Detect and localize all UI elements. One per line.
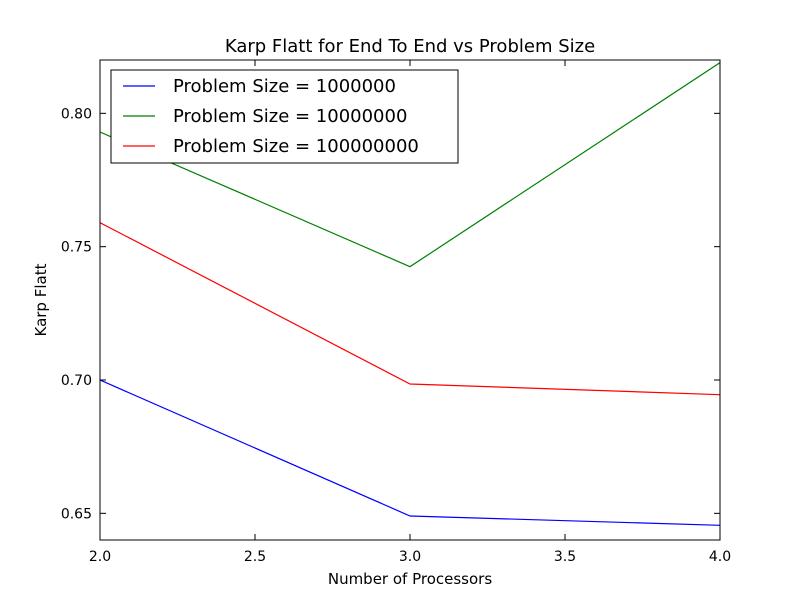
x-tick-label: 2.5	[244, 549, 266, 565]
series-line-2	[100, 62, 720, 268]
x-tick-label: 3.0	[399, 549, 421, 565]
x-axis-label: Number of Processors	[328, 570, 492, 588]
series-line-3	[100, 222, 720, 396]
x-tick-label: 2.0	[89, 549, 111, 565]
y-tick-label: 0.65	[61, 506, 92, 522]
y-tick-label: 0.75	[61, 240, 92, 256]
legend-label-2: Problem Size = 10000000	[173, 106, 407, 127]
chart-title: Karp Flatt for End To End vs Problem Siz…	[225, 36, 595, 57]
legend: Problem Size = 1000000 Problem Size = 100…	[110, 69, 459, 164]
x-tick-label: 4.0	[709, 549, 731, 565]
x-tick-label: 3.5	[554, 549, 576, 565]
plot-content	[100, 62, 720, 526]
legend-label-3: Problem Size = 100000000	[173, 136, 419, 157]
y-tick-label: 0.80	[61, 106, 92, 122]
legend-frame	[110, 69, 459, 164]
axis-ticks: 2.0 2.5 3.0 3.5 4.0 0.65 0.70 0.75 0.80	[61, 60, 731, 565]
y-axis-label: Karp Flatt	[32, 263, 50, 336]
series-line-1	[100, 379, 720, 526]
legend-label-1: Problem Size = 1000000	[173, 76, 396, 97]
y-tick-label: 0.70	[61, 373, 92, 389]
